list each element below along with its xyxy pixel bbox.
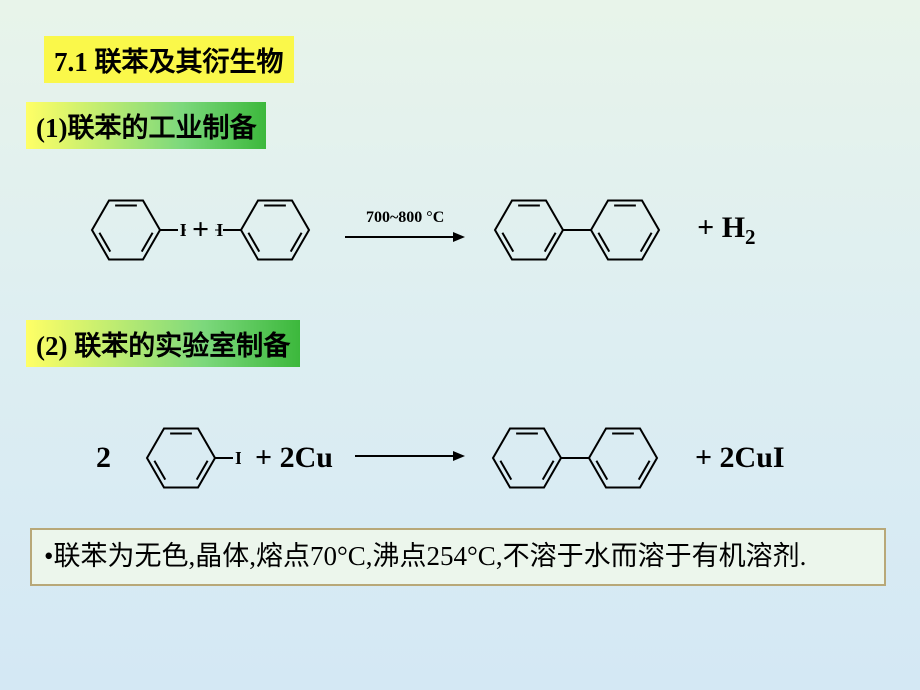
- reaction-lab: 2 I + 2Cu + 2CuI: [96, 398, 785, 518]
- coefficient-2: 2: [96, 441, 111, 475]
- benzene-h-right: H: [66, 170, 186, 290]
- svg-text:H: H: [215, 220, 223, 240]
- plus-2cu: + 2Cu: [255, 441, 333, 475]
- subheading-industrial: (1)联苯的工业制备: [26, 102, 266, 149]
- byproduct-h2: + H2: [697, 211, 755, 250]
- reaction-arrow-block: 700~800 °C: [345, 209, 465, 252]
- svg-text:I: I: [235, 448, 241, 468]
- svg-text:H: H: [180, 220, 186, 240]
- plus-operator: +: [192, 213, 209, 247]
- byproduct-2cui: + 2CuI: [695, 441, 785, 475]
- arrow-icon: [355, 446, 465, 471]
- reaction-industrial: H + H 700~800 °C + H2: [66, 170, 756, 290]
- biphenyl-product: [483, 184, 671, 276]
- biphenyl-product-2: [481, 412, 669, 504]
- benzene-h-left: H: [215, 170, 335, 290]
- arrow-icon: [345, 227, 465, 252]
- subheading-lab: (2) 联苯的实验室制备: [26, 320, 300, 367]
- iodobenzene: I: [121, 398, 241, 518]
- reaction-condition: 700~800 °C: [366, 209, 444, 227]
- properties-note: •联苯为无色,晶体,熔点70°C,沸点254°C,不溶于水而溶于有机溶剂.: [30, 528, 886, 586]
- section-title: 7.1 联苯及其衍生物: [44, 36, 294, 83]
